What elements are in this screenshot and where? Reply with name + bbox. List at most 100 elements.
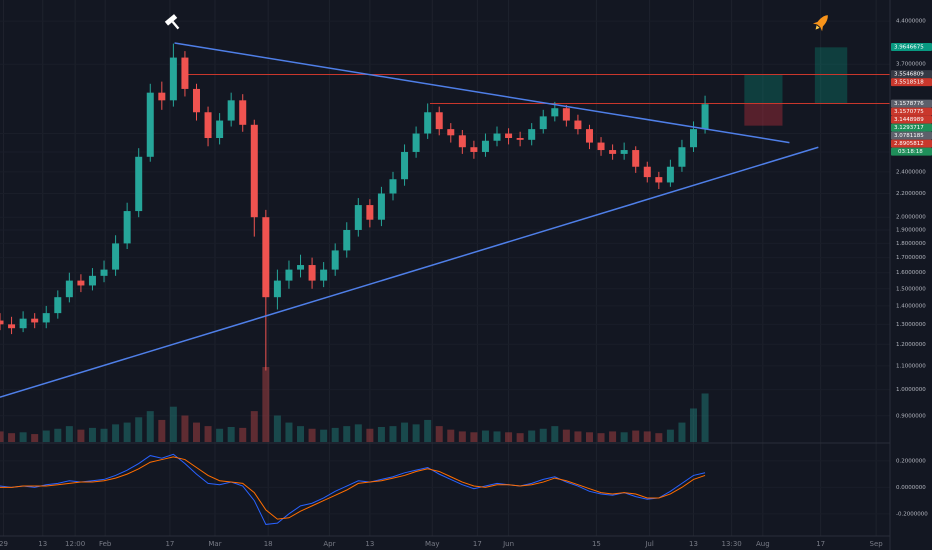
candle-body [585,129,593,143]
y-tick-label: 1.2000000 [896,342,926,348]
trendline [174,42,790,144]
candle-body [597,142,605,151]
y-tick-label: 3.7000000 [896,62,926,68]
volume-bar [216,428,224,442]
volume-bar [505,432,513,442]
y-tick-label: 1.5000000 [896,286,926,292]
volume-bar [77,429,85,442]
volume-bar [239,427,247,442]
volume-bar [343,426,351,442]
candle-body [181,57,189,89]
candle-body [320,269,328,281]
candle-body [539,116,547,130]
volume-bar [678,422,686,442]
volume-bar [123,422,131,442]
volume-bar [227,427,235,442]
candle-body [562,108,570,121]
volume-bar [250,411,258,442]
volume-bar [366,428,374,442]
x-tick-label: Jul [644,540,654,548]
volume-bar [100,428,108,442]
plot [0,42,890,525]
candle-body [493,133,501,141]
volume-bar [65,426,73,442]
x-tick-label: 13 [689,540,698,548]
candle-body [528,129,536,140]
rocket-body [816,15,828,28]
candle-body [481,140,489,152]
trendline [0,146,819,398]
volume-bar [262,367,270,442]
candle-body [470,147,478,152]
y-tick-label: 1.7000000 [896,255,926,261]
volume-bar [435,426,443,442]
candle-body [308,265,316,281]
candle-body [666,166,674,183]
candle-body [331,250,339,270]
candle-body [458,135,466,148]
candle-body [701,104,709,130]
axes: 29 13 12:00 Feb 17 Mar 18 Apr 13 May 17 Jun 15 Jul 13 1… [0,19,932,548]
rocket-fins [812,21,824,32]
countdown-label: 03:18:18 [898,149,923,155]
candle-body [112,243,120,270]
x-tick-label: May [425,540,439,548]
macd-line [0,456,706,520]
volume-bar [632,430,640,442]
y-tick-label: 1.1000000 [896,363,926,369]
candle-body [146,92,154,157]
volume-bar [389,426,397,442]
x-tick-label: 13:30 [722,540,742,548]
candle-body [620,150,628,154]
x-tick-label: 15 [592,540,601,548]
grid [2,0,877,536]
price-tag [891,70,932,79]
candle-body [655,177,663,183]
candle-body [366,205,374,220]
candle-body [690,129,698,148]
x-tick-label: 17 [165,540,174,548]
volume-bar [273,415,281,442]
candle-body [343,229,351,251]
candle-body [19,318,27,329]
candle-body [401,151,409,180]
volume-bar [528,430,536,442]
volume-bar [354,424,362,442]
y-tick-label: 2.0000000 [896,215,926,221]
candle-body [31,318,39,323]
volume-bar [470,432,478,442]
volume-bar [551,426,559,442]
candle-body [435,112,443,130]
x-tick-label: 13 [38,540,47,548]
y-tick-label: 2.4000000 [896,169,926,175]
volume-bar [88,427,96,442]
candle-body [389,179,397,194]
price-tag-label: 2.8905812 [894,141,924,147]
candle-body [54,297,62,314]
volume-bar [297,426,305,442]
macd-line [0,453,706,525]
candle-body [285,269,293,281]
position-target-zone [814,47,848,104]
candle-body [505,133,513,139]
x-tick-label: Aug [756,540,770,548]
x-tick-label: Apr [323,540,335,548]
y-tick-label: 2.2000000 [896,191,926,197]
x-tick-label: Jun [502,540,514,548]
volume-bar [8,433,16,442]
volume-bar [181,415,189,442]
candle-body [0,320,4,325]
y-tick-label: 1.4000000 [896,303,926,309]
volume-bar [308,428,316,442]
price-tag-label: 3.1578776 [894,101,924,107]
candle-body [42,313,50,323]
volume-bar [493,431,501,442]
price-tag [891,43,932,52]
volume-bar [204,426,212,442]
volume-bar [192,422,200,442]
y-tick-label: 1.0000000 [896,387,926,393]
rocket-icon [812,15,828,32]
volume-bar [0,431,4,442]
volume-bar [447,429,455,442]
